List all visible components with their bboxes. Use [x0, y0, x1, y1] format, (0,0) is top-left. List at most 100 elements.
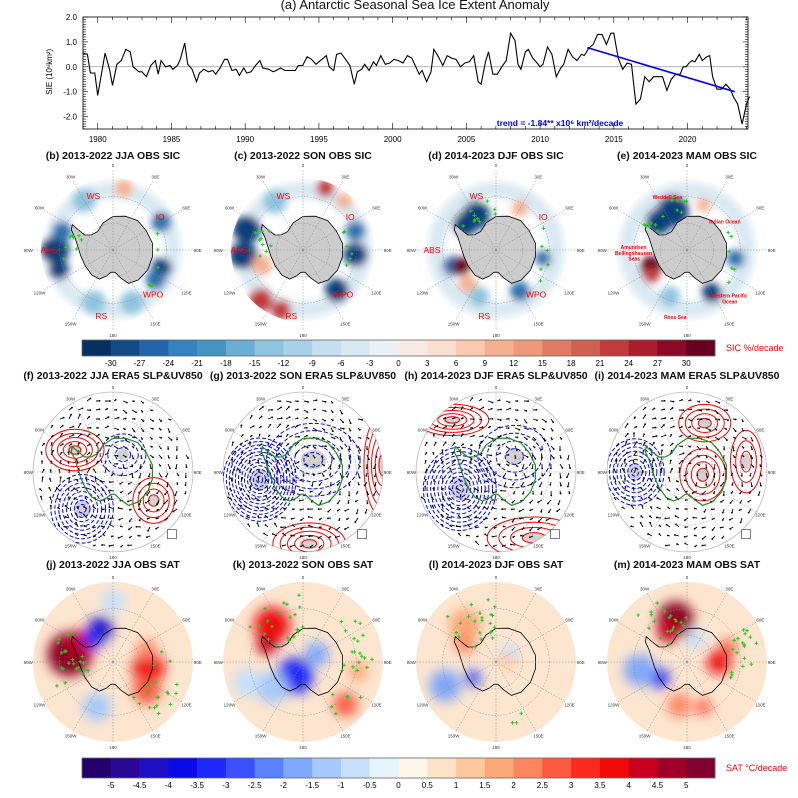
wind-vector-head: [312, 474, 315, 477]
wind-vector-head: [630, 525, 633, 528]
wind-vector-head: [89, 409, 92, 412]
significance-marker: [132, 695, 136, 700]
negative-slp-contour: [303, 451, 324, 468]
wind-vector-head: [694, 545, 697, 548]
sic-anomaly-blob: [469, 286, 490, 307]
meridian-line: [686, 661, 757, 703]
wind-vector-head: [490, 454, 493, 457]
negative-slp-contour: [107, 440, 139, 470]
panel-title-c: (c) 2013-2022 SON OBS SIC: [234, 150, 372, 162]
significance-marker: [262, 632, 267, 636]
wind-vector-head: [317, 537, 320, 539]
longitude-label: 30E: [725, 397, 733, 402]
wind-vector-head: [547, 511, 550, 514]
positive-slp-contour: [735, 440, 757, 483]
wind-vector-head: [308, 535, 311, 538]
wind-vector-head: [615, 459, 618, 462]
wind-vector-head: [63, 525, 66, 528]
wind-vector-head: [680, 434, 683, 437]
wind-vector-head: [624, 486, 627, 488]
wind-vector-head: [156, 482, 159, 485]
wind-vector-head: [663, 399, 666, 402]
longitude-label: 150W: [255, 543, 268, 548]
sat-anomaly-blob: [82, 693, 111, 722]
wind-vector-head: [294, 468, 297, 471]
wind-vector-head: [624, 458, 626, 461]
negative-slp-contour: [455, 484, 464, 494]
wind-vector-head: [635, 467, 637, 470]
wind-vector-head: [671, 467, 674, 470]
wind-vector-head: [690, 408, 693, 411]
wind-vector-head: [649, 477, 651, 480]
region-label-line: Ross Sea: [664, 315, 687, 321]
sie-anomaly-line: [82, 31, 751, 125]
longitude-label: 180: [683, 555, 691, 560]
significance-marker: [754, 641, 759, 646]
wind-vector-head: [159, 428, 162, 431]
wind-vector-head: [75, 512, 77, 515]
y-tick-label: 2.0: [66, 13, 78, 22]
region-label-line: Amundsen: [621, 245, 648, 251]
longitude-label: 150E: [724, 543, 735, 548]
significance-marker: [344, 263, 349, 267]
sic-colorbar-swatch: [628, 340, 658, 356]
wind-vector-head: [680, 426, 683, 428]
sat-colorbar-tick-label: -5: [107, 781, 115, 790]
wind-vector-head: [342, 421, 345, 424]
meridian-line: [112, 402, 154, 473]
wind-vector-head: [461, 433, 464, 436]
meridian-line: [495, 661, 566, 703]
wind-vector-head: [117, 507, 120, 509]
wind-vector-head: [494, 482, 496, 484]
sic-colorbar-swatch: [513, 340, 543, 356]
wind-vector-head: [237, 468, 240, 471]
longitude-label: 60W: [35, 206, 45, 211]
wind-vector-head: [649, 515, 651, 518]
wind-vector-head: [333, 437, 336, 440]
wind-vector-head: [489, 460, 492, 463]
wind-vector-head: [256, 506, 259, 509]
wind-vector-head: [540, 510, 543, 513]
significance-marker: [56, 641, 61, 645]
significance-marker: [358, 651, 362, 655]
wind-vector-head: [675, 507, 678, 510]
reference-vector-box: [167, 529, 177, 539]
meridian-line: [426, 249, 497, 291]
wind-vector-head: [306, 446, 309, 449]
meridian-line: [233, 209, 304, 251]
significance-marker: [488, 621, 493, 626]
meridian-line: [72, 592, 114, 663]
longitude-label: 180: [109, 555, 117, 560]
wind-vector-head: [731, 511, 733, 514]
wind-vector-head: [663, 424, 665, 426]
negative-slp-contour: [58, 482, 107, 536]
wind-vector-head: [82, 513, 85, 516]
wind-vector-head: [701, 537, 704, 540]
wind-vector-head: [467, 469, 470, 472]
wind-vector-head: [83, 505, 85, 508]
wind-vector-head: [480, 418, 483, 421]
wind-vector-head: [51, 424, 54, 427]
positive-slp-contour: [697, 417, 712, 429]
positive-slp-contour: [286, 530, 332, 552]
sic-colorbar-swatch: [197, 340, 227, 356]
wind-vector-head: [147, 483, 150, 486]
wind-vector-head: [159, 464, 162, 467]
wind-vector-head: [48, 486, 51, 489]
meridian-line: [495, 592, 537, 663]
wind-vector-head: [730, 492, 733, 494]
wind-vector-head: [163, 502, 166, 505]
meridian-line: [686, 249, 757, 291]
wind-vector-head: [338, 519, 341, 522]
latitude-circle: [86, 635, 140, 689]
significance-marker: [355, 639, 360, 643]
wind-vector-head: [109, 489, 112, 492]
wind-vector-head: [110, 535, 113, 538]
meridian-line: [72, 402, 114, 473]
meridian-line: [495, 431, 566, 473]
sat-colorbar-label: SAT °C/decade: [726, 763, 787, 773]
negative-slp-contour: [244, 461, 276, 498]
wind-vector-head: [106, 407, 109, 410]
wind-vector-head: [705, 456, 708, 459]
